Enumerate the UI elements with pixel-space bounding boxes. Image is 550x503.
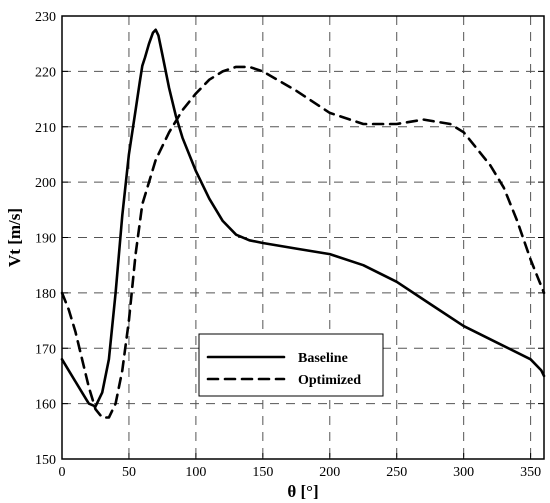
- series-baseline: [60, 28, 546, 408]
- y-tick-label: 170: [35, 342, 56, 357]
- y-tick-label: 230: [35, 10, 56, 25]
- x-tick-label: 250: [386, 465, 407, 480]
- x-tick-label: 50: [122, 465, 136, 480]
- x-tick-label: 0: [59, 465, 66, 480]
- y-tick-label: 190: [35, 232, 56, 247]
- y-axis-title: Vt [m/s]: [5, 208, 24, 267]
- legend-label-baseline: Baseline: [298, 351, 348, 366]
- x-tick-label: 150: [252, 465, 273, 480]
- x-tick-label: 300: [453, 465, 474, 480]
- x-tick-label: 200: [319, 465, 340, 480]
- legend-label-optimized: Optimized: [298, 373, 361, 388]
- legend-box: [198, 333, 384, 397]
- x-tick-label: 350: [520, 465, 541, 480]
- y-tick-label: 210: [35, 121, 56, 136]
- x-tick-labels: 0 50 100 150 200 250 300 350: [59, 465, 542, 480]
- y-tick-label: 180: [35, 287, 56, 302]
- y-tick-label: 150: [35, 453, 56, 468]
- series-optimized: [60, 65, 546, 419]
- legend: Baseline Optimized: [198, 333, 384, 397]
- series-layer: [60, 28, 546, 419]
- y-tick-labels: 150 160 170 180 190 200 210 220 230: [35, 10, 56, 468]
- y-tick-label: 220: [35, 65, 56, 80]
- x-tick-label: 100: [185, 465, 206, 480]
- y-tick-label: 200: [35, 176, 56, 191]
- y-tick-label: 160: [35, 398, 56, 413]
- axis-ticks: [61, 15, 544, 460]
- x-axis-title: θ [°]: [287, 482, 318, 501]
